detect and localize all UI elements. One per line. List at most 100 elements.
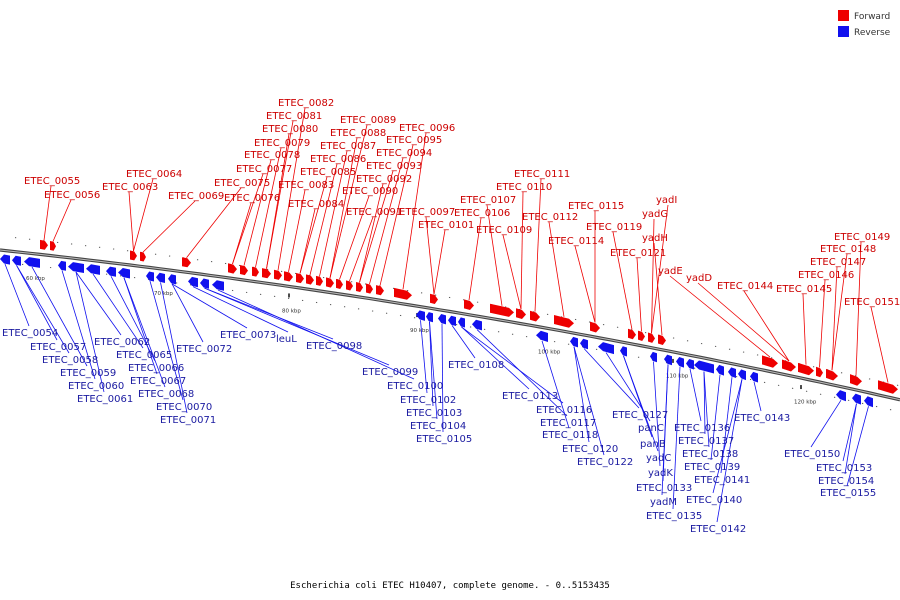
leader-line	[369, 157, 404, 285]
leader-line	[651, 218, 655, 334]
leader-line	[123, 277, 158, 375]
gene-label-yadk: yadK	[648, 468, 673, 479]
gene-label-etec-0148: ETEC_0148	[820, 244, 876, 255]
gene-label-etec-0090: ETEC_0090	[342, 186, 398, 197]
reverse-gene	[738, 369, 746, 381]
forward-gene	[346, 280, 353, 291]
forward-gene	[376, 285, 384, 296]
forward-gene	[394, 287, 412, 300]
leader-line	[743, 290, 790, 362]
reverse-gene	[570, 336, 578, 348]
gene-label-etec-0060: ETEC_0060	[68, 381, 124, 392]
leader-line	[329, 137, 358, 279]
leader-line	[255, 147, 282, 268]
leader-line	[75, 271, 122, 336]
reverse-gene	[864, 396, 873, 408]
leader-line	[61, 270, 96, 380]
reverse-gene	[728, 367, 736, 378]
leader-line	[379, 144, 414, 286]
leader-line	[697, 282, 790, 362]
gene-label-yade: yadE	[658, 266, 683, 277]
reverse-gene	[676, 357, 684, 368]
gene-label-etec-0083: ETEC_0083	[278, 180, 334, 191]
forward-gene	[554, 315, 574, 328]
forward-gene	[628, 328, 636, 340]
leader-line	[831, 253, 848, 371]
gene-label-etec-0135: ETEC_0135	[646, 511, 702, 522]
label-leaders	[4, 107, 889, 523]
leader-line	[720, 377, 733, 474]
reverse-gene	[536, 330, 548, 342]
gene-label-etec-0098: ETEC_0098	[306, 341, 362, 352]
gene-label-panc: panC	[638, 423, 664, 434]
leader-line	[319, 150, 348, 277]
forward-gene	[140, 251, 146, 262]
leader-line	[534, 178, 542, 312]
gene-label-etec-0127: ETEC_0127	[612, 410, 668, 421]
leader-line	[192, 286, 289, 333]
reverse-gene	[58, 260, 66, 271]
leader-line	[672, 366, 681, 510]
gene-label-etec-0080: ETEC_0080	[262, 124, 318, 135]
gene-label-etec-0101: ETEC_0101	[418, 220, 474, 231]
leader-line	[204, 287, 390, 366]
leader-line	[461, 326, 564, 404]
leader-line	[171, 283, 248, 329]
scale-tick-label: 110 kbp	[666, 374, 689, 380]
gene-label-etec-0137: ETEC_0137	[678, 436, 734, 447]
leader-line	[52, 199, 72, 242]
gene-label-etec-0147: ETEC_0147	[810, 257, 866, 268]
reverse-gene	[852, 393, 861, 405]
leader-line	[703, 371, 710, 448]
forward-gene	[648, 332, 655, 343]
leader-line	[651, 204, 669, 334]
gene-label-etec-0087: ETEC_0087	[320, 141, 376, 152]
gene-label-etec-0079: ETEC_0079	[254, 138, 310, 149]
gene-label-etec-0113: ETEC_0113	[502, 391, 558, 402]
gene-label-etec-0138: ETEC_0138	[682, 449, 738, 460]
reverse-gene	[438, 314, 446, 325]
leader-line	[541, 340, 570, 429]
leader-line	[441, 323, 444, 433]
leader-line	[142, 200, 196, 253]
leader-line	[623, 355, 659, 452]
gene-label-etec-0099: ETEC_0099	[362, 367, 418, 378]
reverse-gene	[118, 268, 130, 279]
leader-line	[870, 306, 889, 383]
forward-gene	[240, 265, 248, 276]
leader-line	[753, 381, 762, 412]
leader-line	[429, 321, 434, 407]
forward-gene	[798, 362, 814, 376]
gene-label-etec-0055: ETEC_0055	[24, 176, 80, 187]
leader-line	[574, 245, 596, 323]
scale-tick-label: 100 kbp	[538, 350, 561, 356]
reverse-gene	[156, 272, 165, 283]
gene-label-etec-0140: ETEC_0140	[686, 495, 742, 506]
leader-line	[171, 283, 204, 343]
leader-line	[266, 120, 294, 269]
gene-label-etec-0072: ETEC_0072	[176, 344, 232, 355]
gene-label-leul: leuL	[276, 334, 297, 345]
gene-label-etec-0114: ETEC_0114	[548, 236, 604, 247]
gene-label-etec-0088: ETEC_0088	[330, 128, 386, 139]
gene-label-etec-0085: ETEC_0085	[300, 167, 356, 178]
forward-gene	[658, 334, 666, 345]
gene-label-etec-0069: ETEC_0069	[168, 191, 224, 202]
reverse-gene	[580, 338, 588, 350]
reverse-gene	[750, 371, 758, 383]
leader-line	[4, 263, 30, 327]
forward-gene	[356, 282, 363, 292]
forward-gene	[182, 257, 191, 268]
scale-ticks: 60 kbp 70 kbp 80 kbp 90 kbp 100 kbp 110 kbp 12…	[14, 237, 899, 411]
forward-gene	[782, 359, 796, 372]
leader-line	[429, 321, 438, 420]
leader-line	[217, 289, 415, 380]
gene-label-etec-0054: ETEC_0054	[2, 328, 58, 339]
gene-label-etec-0145: ETEC_0145	[776, 284, 832, 295]
leader-line	[842, 403, 857, 462]
forward-gene	[816, 366, 823, 378]
gene-label-etec-0118: ETEC_0118	[542, 430, 598, 441]
gene-label-etec-0081: ETEC_0081	[266, 111, 322, 122]
leader-line	[160, 282, 188, 414]
